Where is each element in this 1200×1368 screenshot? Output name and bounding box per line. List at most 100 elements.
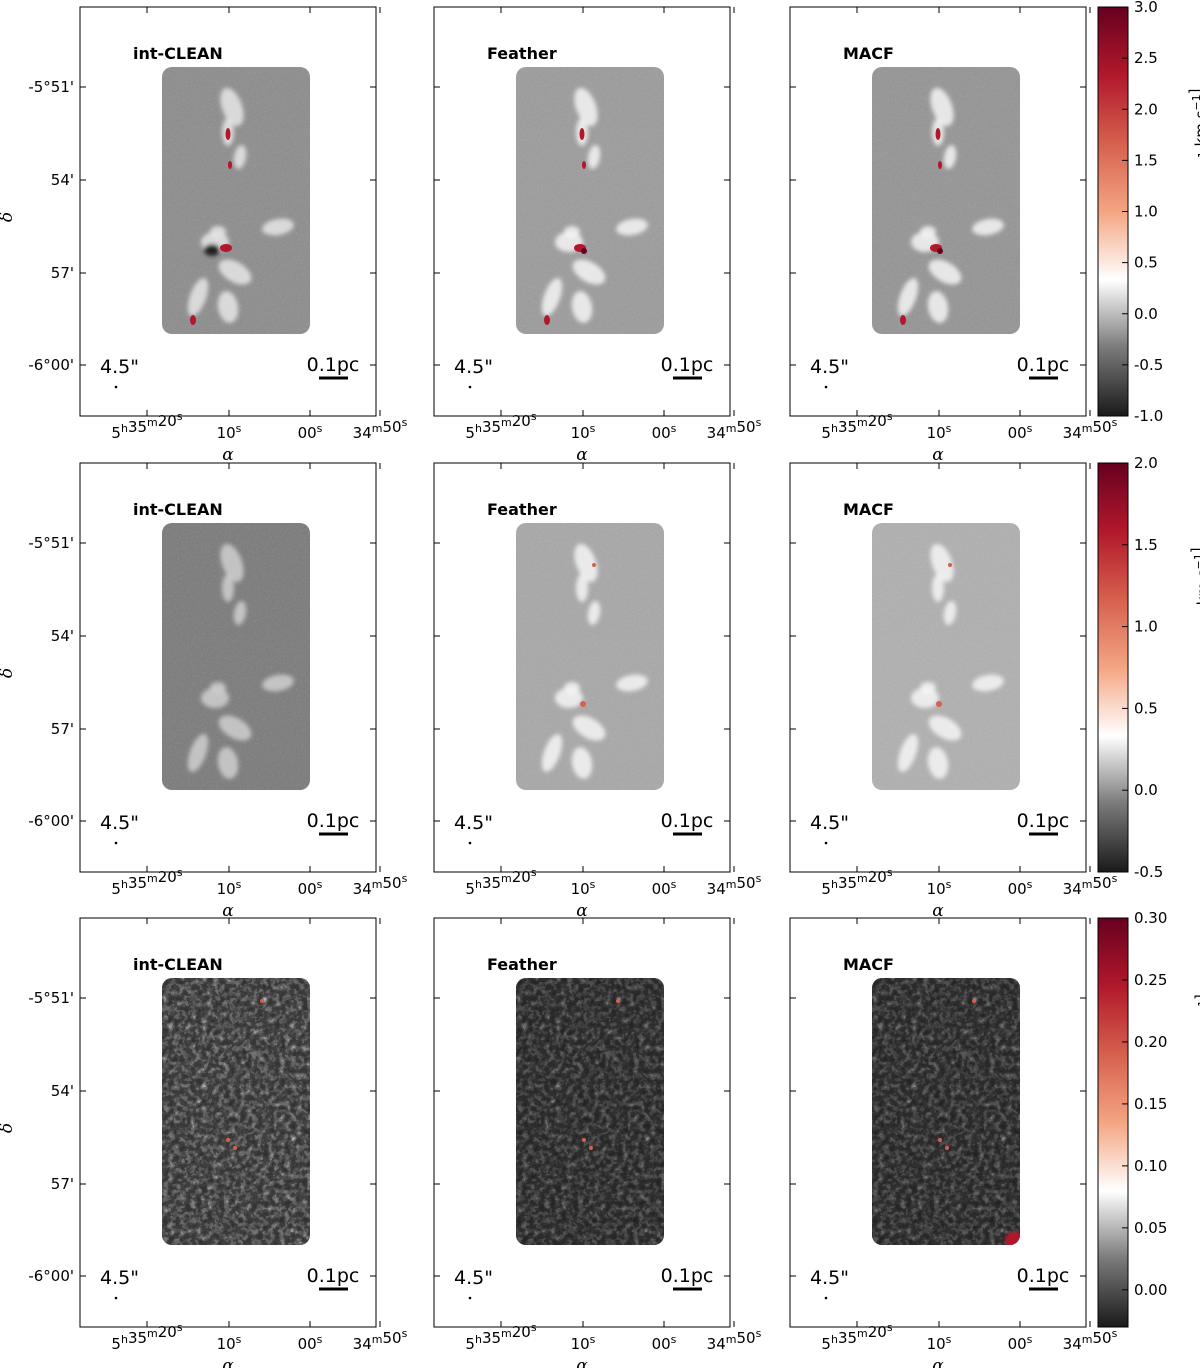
emission-feature — [928, 259, 962, 285]
tick-number: 00 — [652, 424, 671, 442]
emission-feature — [587, 145, 601, 169]
tick-unit: s — [756, 1327, 762, 1340]
noise-speckle — [162, 978, 310, 1245]
peak — [228, 161, 232, 169]
tick-unit: h — [121, 422, 128, 435]
tick-unit: s — [756, 416, 762, 429]
tick-unit: s — [236, 422, 242, 435]
tick-unit: s — [177, 410, 183, 423]
tick-unit: h — [475, 1333, 482, 1346]
tick-number: 34 — [707, 880, 726, 898]
emission-feature — [932, 574, 944, 602]
peak — [580, 701, 586, 707]
x-tick-label: 10s — [571, 1333, 596, 1353]
tick-unit: h — [121, 878, 128, 891]
noise-speckle — [516, 978, 664, 1245]
emission-feature — [616, 218, 648, 236]
x-tick-label: 00s — [1008, 422, 1033, 442]
tick-unit: s — [402, 872, 408, 885]
tick-number: 5 — [111, 424, 121, 442]
peak — [932, 334, 940, 340]
tick-number: 10 — [927, 1335, 946, 1353]
tick-number: 35 — [482, 1329, 501, 1347]
x-tick-label: 5h35m20s — [821, 1321, 892, 1353]
peak — [938, 161, 942, 169]
y-tick-label: 54' — [51, 171, 74, 189]
x-tick-label: 10s — [927, 422, 952, 442]
x-tick-label: 00s — [1008, 1333, 1033, 1353]
tick-unit: m — [857, 416, 868, 429]
emission-feature — [210, 682, 226, 694]
y-tick-label: -5°51' — [28, 78, 74, 96]
x-axis-label: α — [932, 445, 944, 465]
x-tick-label: 5h35m20s — [821, 866, 892, 898]
colorbar-tick-label: 0.20 — [1134, 1033, 1167, 1051]
colorbar-tick-label: -1.0 — [1134, 407, 1163, 425]
emission-feature — [928, 715, 962, 741]
scale-label: 0.1pc — [307, 810, 360, 832]
tick-number: 00 — [1008, 424, 1027, 442]
hot-spot — [616, 999, 620, 1003]
colorbar-tick-label: 0.0 — [1134, 781, 1158, 799]
tick-unit: m — [857, 872, 868, 885]
emission-feature — [574, 543, 598, 583]
tick-unit: s — [531, 410, 537, 423]
tick-unit: s — [946, 878, 952, 891]
emission-feature — [187, 278, 209, 316]
emission-feature — [220, 87, 244, 127]
axis-frame — [789, 917, 1087, 1328]
tick-number: 5 — [821, 1335, 831, 1353]
map-image — [162, 67, 310, 334]
emission-feature — [897, 278, 919, 316]
panel-title: int-CLEAN — [133, 44, 223, 63]
y-tick-label: -6°00' — [28, 356, 74, 374]
colorbar-gradient — [1097, 462, 1129, 873]
tick-unit: s — [531, 866, 537, 879]
x-tick-label: 5h35m20s — [821, 410, 892, 442]
tick-unit: m — [372, 422, 383, 435]
tick-number: 34 — [353, 880, 372, 898]
axis-frame — [789, 462, 1087, 873]
tick-unit: s — [177, 866, 183, 879]
tick-unit: m — [1082, 422, 1093, 435]
y-tick-label: -5°51' — [28, 534, 74, 552]
y-tick-label: 57' — [51, 720, 74, 738]
hot-spot — [582, 1138, 586, 1142]
tick-unit: s — [887, 866, 893, 879]
x-tick-label: 34m50s — [707, 872, 762, 898]
map-image — [162, 523, 310, 790]
tick-unit: s — [177, 1321, 183, 1334]
tick-number: 10 — [217, 1335, 236, 1353]
label-superscript: −1 — [1198, 610, 1200, 626]
x-tick-label: 00s — [652, 878, 677, 898]
colorbar-0: -1.0 -0.5 0.0 0.5 1.0 1.5 2.0 2.5 3.0 I(N2H+ (1-0… — [1097, 0, 1200, 425]
tick-unit: h — [831, 878, 838, 891]
tick-number: 34 — [353, 1335, 372, 1353]
colorbar-tick-label: 0.25 — [1134, 971, 1167, 989]
hot-spot — [589, 1146, 593, 1150]
noise-shade — [516, 978, 664, 1245]
y-tick-label: 54' — [51, 1082, 74, 1100]
emission-feature — [571, 747, 593, 779]
emission-feature — [920, 682, 936, 694]
label-text: km s — [1192, 110, 1200, 151]
panel-title: MACF — [843, 500, 894, 519]
tick-number: 20 — [158, 1323, 177, 1341]
x-axis-label: α — [576, 1356, 588, 1368]
x-tick-label: 5h35m20s — [111, 410, 182, 442]
tick-number: 34 — [1063, 1335, 1082, 1353]
tick-unit: s — [671, 1333, 677, 1346]
tick-unit: s — [1027, 422, 1033, 435]
emission-feature — [187, 734, 209, 772]
tick-unit: s — [531, 1321, 537, 1334]
x-axis-label: α — [576, 445, 588, 465]
hot-spot — [233, 1146, 237, 1150]
colorbar-label: I(HNC (1-0)) [Jy beam−1 km s−1] — [1188, 547, 1200, 787]
axis-frame — [79, 6, 377, 417]
x-tick-label: 00s — [1008, 878, 1033, 898]
tick-number: 00 — [652, 880, 671, 898]
